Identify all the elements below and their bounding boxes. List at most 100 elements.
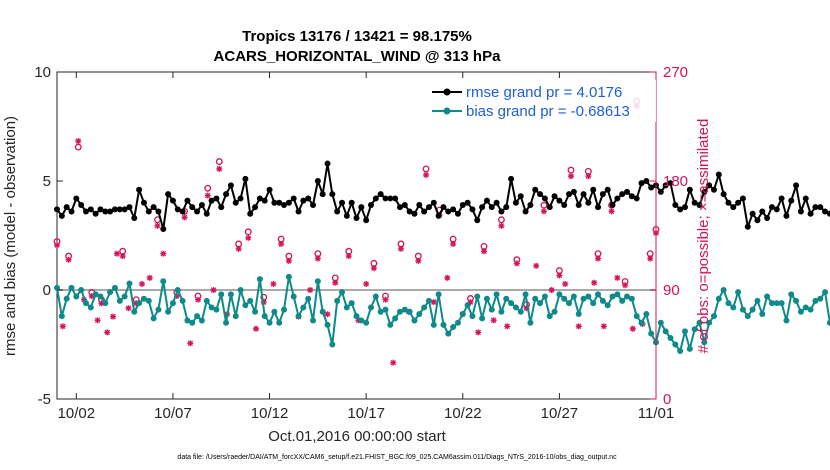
- rmse-point: [826, 210, 830, 217]
- obs-assimilated-stroke: [548, 287, 555, 293]
- bias-point: [474, 293, 481, 300]
- obs-assimilated-stroke: [119, 253, 126, 259]
- rmse-point: [691, 199, 698, 206]
- rmse-point: [532, 186, 539, 193]
- bias-point: [546, 313, 553, 320]
- bias-point: [479, 315, 486, 322]
- rmse-point: [266, 186, 273, 193]
- rmse-point: [783, 212, 790, 219]
- y-axis-label-left: rmse and bias (model - observation): [2, 116, 19, 356]
- bias-point: [541, 293, 548, 300]
- bias-point: [643, 310, 650, 317]
- bias-point: [677, 348, 684, 355]
- rmse-point: [807, 210, 814, 217]
- bias-point: [826, 319, 830, 326]
- bias-point: [512, 304, 519, 311]
- obs-assimilated-marker: [575, 323, 582, 330]
- rmse-point: [136, 186, 143, 193]
- bias-point: [116, 297, 123, 304]
- y-right-tick-label: 180: [663, 173, 688, 190]
- obs-assimilated-stroke: [307, 287, 313, 293]
- bias-point: [314, 278, 321, 285]
- bias-point: [97, 293, 104, 300]
- bias-point: [54, 284, 60, 291]
- obs-assimilated-marker: [187, 340, 194, 347]
- x-axis-label: Oct.01,2016 00:00:00 start: [268, 428, 446, 445]
- bias-point: [319, 308, 326, 315]
- obs-assimilated-marker: [210, 287, 217, 293]
- obs-assimilated-marker: [504, 323, 511, 330]
- rmse-point: [82, 208, 89, 215]
- bias-point: [165, 308, 172, 315]
- obs-assimilated-marker: [160, 250, 167, 257]
- rmse-point: [619, 191, 626, 198]
- rmse-point: [396, 204, 403, 211]
- obs-assimilated-marker: [370, 265, 377, 272]
- bias-point: [522, 291, 529, 298]
- rmse-point: [445, 208, 452, 215]
- y-left-tick-label: -5: [38, 391, 51, 408]
- rmse-point: [551, 193, 558, 200]
- bias-point: [802, 304, 809, 311]
- bias-point: [662, 328, 669, 335]
- rmse-point: [643, 178, 650, 184]
- bias-point: [343, 304, 350, 311]
- obs-assimilated-stroke: [371, 265, 377, 271]
- bias-point: [570, 293, 577, 300]
- rmse-point: [387, 195, 394, 202]
- rmse-point: [232, 199, 239, 206]
- bias-point: [454, 319, 461, 326]
- bias-point: [744, 313, 751, 320]
- obs-assimilated-stroke: [398, 246, 404, 252]
- rmse-point: [715, 171, 722, 178]
- bias-point: [701, 339, 708, 346]
- rmse-point: [657, 188, 664, 195]
- bias-point: [503, 295, 510, 302]
- bias-point: [87, 304, 94, 311]
- obs-assimilated-marker: [245, 234, 252, 241]
- bias-point: [599, 297, 606, 304]
- obs-assimilated-stroke: [490, 317, 497, 323]
- rmse-point: [310, 201, 317, 208]
- bias-point: [764, 293, 771, 300]
- bias-point: [252, 308, 259, 315]
- rmse-point: [92, 210, 99, 217]
- obs-assimilated-stroke: [60, 323, 66, 330]
- rmse-point: [382, 195, 389, 202]
- bias-point: [310, 317, 317, 324]
- bias-point: [367, 304, 374, 311]
- obs-assimilated-stroke: [498, 223, 505, 229]
- rmse-point: [305, 195, 312, 202]
- obs-assimilated-marker: [195, 296, 202, 303]
- rmse-point: [155, 208, 162, 215]
- rmse-point: [522, 208, 529, 215]
- obs-assimilated-stroke: [514, 260, 520, 267]
- obs-assimilated-marker: [332, 279, 339, 286]
- x-tick-label: 10/07: [154, 405, 192, 422]
- rmse-point: [817, 204, 824, 211]
- bias-point: [720, 287, 727, 293]
- bias-point: [657, 319, 664, 326]
- bias-point: [271, 308, 278, 315]
- rmse-point: [628, 193, 635, 200]
- rmse-point: [353, 215, 360, 222]
- bias-point: [580, 295, 587, 302]
- obs-assimilated-marker: [253, 325, 260, 332]
- obs-assimilated-stroke: [475, 329, 481, 336]
- bias-point: [145, 297, 152, 304]
- obs-assimilated-stroke: [431, 299, 437, 305]
- rmse-point: [590, 186, 597, 193]
- obs-assimilated-stroke: [562, 281, 568, 287]
- rmse-point: [87, 206, 94, 213]
- obs-assimilated-stroke: [278, 241, 284, 247]
- bias-point: [150, 315, 157, 322]
- bias-point: [696, 319, 703, 326]
- bias-point: [363, 319, 370, 326]
- rmse-point: [759, 208, 766, 215]
- bias-point: [126, 280, 133, 287]
- rmse-point: [435, 212, 442, 219]
- rmse-point: [281, 201, 288, 208]
- rmse-point: [701, 188, 708, 195]
- rmse-point: [662, 182, 669, 189]
